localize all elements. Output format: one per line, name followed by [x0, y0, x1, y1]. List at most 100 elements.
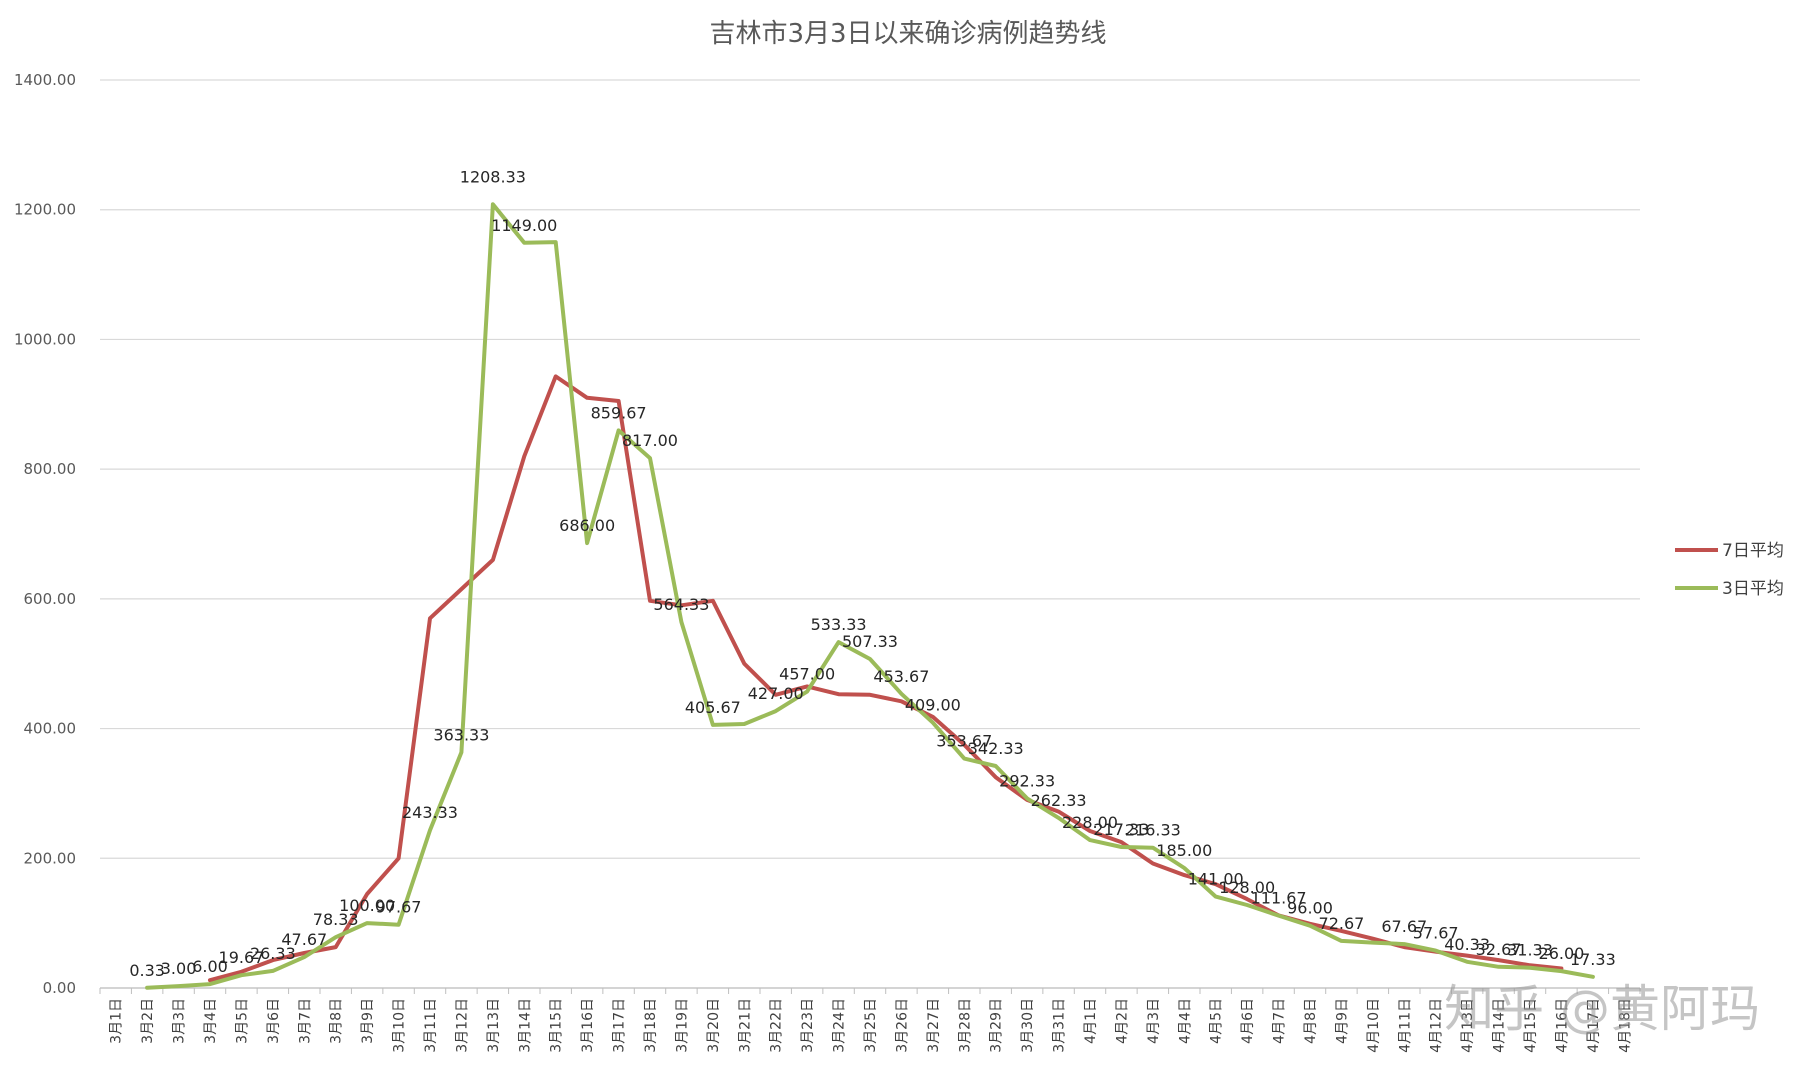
- data-label: 26.33: [250, 944, 296, 963]
- x-tick-label: 4月12日: [1429, 998, 1445, 1053]
- series-line-1: [208, 374, 1564, 983]
- x-tick-label: 3月10日: [392, 998, 408, 1053]
- x-tick-label: 3月27日: [926, 998, 942, 1053]
- data-label: 292.33: [999, 771, 1055, 790]
- y-tick-label: 600.00: [24, 590, 77, 608]
- data-label: 427.00: [748, 684, 804, 703]
- x-tick-label: 4月14日: [1492, 998, 1508, 1053]
- x-tick-label: 4月2日: [1114, 998, 1130, 1044]
- data-label: 342.33: [968, 739, 1024, 758]
- data-label: 47.67: [281, 930, 327, 949]
- data-label: 6.00: [192, 957, 228, 976]
- x-tick-label: 3月6日: [266, 998, 282, 1044]
- x-tick-label: 3月4日: [203, 998, 219, 1044]
- data-label: 78.33: [313, 910, 359, 929]
- x-tick-label: 4月7日: [1272, 998, 1288, 1044]
- data-label: 507.33: [842, 632, 898, 651]
- y-tick-label: 800.00: [24, 460, 77, 478]
- x-tick-label: 3月2日: [140, 998, 156, 1044]
- x-tick-label: 3月29日: [989, 998, 1005, 1053]
- x-tick-label: 3月5日: [234, 998, 250, 1044]
- x-tick-label: 3月11日: [423, 998, 439, 1053]
- data-label: 97.67: [376, 898, 422, 917]
- x-tick-label: 4月1日: [1083, 998, 1099, 1044]
- x-tick-label: 4月15日: [1523, 998, 1539, 1053]
- data-label: 216.33: [1125, 821, 1181, 840]
- y-tick-label: 200.00: [24, 849, 77, 867]
- data-label: 26.00: [1539, 944, 1585, 963]
- x-tick-label: 4月3日: [1146, 998, 1162, 1044]
- x-tick-label: 3月15日: [549, 998, 565, 1053]
- x-tick-label: 4月9日: [1334, 998, 1350, 1044]
- legend-label-1: 7日平均: [1722, 541, 1784, 561]
- data-label: 453.67: [873, 667, 929, 686]
- x-tick-label: 3月12日: [454, 998, 470, 1053]
- data-label: 817.00: [622, 431, 678, 450]
- data-label: 3.00: [161, 959, 197, 978]
- y-tick-label: 1200.00: [14, 201, 76, 219]
- x-tick-label: 3月26日: [894, 998, 910, 1053]
- data-label: 217.33: [1093, 820, 1149, 839]
- data-label: 262.33: [1031, 791, 1087, 810]
- x-tick-label: 3月8日: [329, 998, 345, 1044]
- data-label: 457.00: [779, 665, 835, 684]
- x-tick-label: 4月16日: [1554, 998, 1570, 1053]
- data-label: 363.33: [433, 725, 489, 744]
- x-tick-label: 3月14日: [517, 998, 533, 1053]
- data-label: 31.33: [1507, 941, 1553, 960]
- series-line-2: [145, 202, 1595, 990]
- data-label: 243.33: [402, 803, 458, 822]
- x-tick-label: 3月31日: [1052, 998, 1068, 1053]
- x-tick-label: 3月18日: [643, 998, 659, 1053]
- x-tick-label: 3月21日: [737, 998, 753, 1053]
- data-label: 686.00: [559, 516, 615, 535]
- x-tick-label: 3月28日: [957, 998, 973, 1053]
- data-label: 72.67: [1319, 914, 1365, 933]
- data-label: 1208.33: [460, 167, 526, 186]
- chart-title: 吉林市3月3日以来确诊病例趋势线: [709, 19, 1106, 49]
- x-tick-label: 4月18日: [1617, 998, 1633, 1053]
- x-tick-label: 4月8日: [1303, 998, 1319, 1044]
- x-tick-label: 4月13日: [1460, 998, 1476, 1053]
- data-label: 57.67: [1413, 924, 1459, 943]
- data-label: 353.67: [936, 732, 992, 751]
- watermark-text: 知乎 @黄阿玛: [1444, 980, 1760, 1038]
- x-tick-label: 3月9日: [360, 998, 376, 1044]
- y-tick-label: 400.00: [24, 720, 77, 738]
- x-tick-label: 3月3日: [172, 998, 188, 1044]
- data-label: 128.00: [1219, 878, 1275, 897]
- data-label: 409.00: [905, 696, 961, 715]
- y-tick-label: 1400.00: [14, 71, 76, 89]
- data-label: 40.33: [1444, 935, 1490, 954]
- data-label: 564.33: [653, 595, 709, 614]
- x-tick-label: 3月20日: [706, 998, 722, 1053]
- data-label: 533.33: [811, 615, 867, 634]
- data-label: 185.00: [1156, 841, 1212, 860]
- x-tick-label: 3月24日: [832, 998, 848, 1053]
- x-tick-label: 4月17日: [1586, 998, 1602, 1053]
- x-tick-label: 3月16日: [580, 998, 596, 1053]
- data-label: 228.00: [1062, 813, 1118, 832]
- x-tick-label: 3月25日: [863, 998, 879, 1053]
- x-tick-label: 3月13日: [486, 998, 502, 1053]
- x-tick-label: 3月19日: [674, 998, 690, 1053]
- data-label: 17.33: [1570, 950, 1616, 969]
- data-label: 859.67: [591, 403, 647, 422]
- x-tick-label: 3月23日: [800, 998, 816, 1053]
- data-label: 111.67: [1251, 889, 1307, 908]
- x-tick-label: 4月6日: [1240, 998, 1256, 1044]
- x-tick-label: 3月22日: [769, 998, 785, 1053]
- x-tick-label: 3月1日: [109, 998, 125, 1044]
- x-tick-label: 4月11日: [1397, 998, 1413, 1053]
- x-tick-label: 4月10日: [1366, 998, 1382, 1053]
- x-tick-label: 3月7日: [297, 998, 313, 1044]
- x-tick-label: 3月17日: [612, 998, 628, 1053]
- data-label: 141.00: [1188, 870, 1244, 889]
- y-tick-label: 1000.00: [14, 330, 76, 348]
- y-tick-label: 0.00: [43, 979, 76, 997]
- x-tick-label: 4月5日: [1209, 998, 1225, 1044]
- data-label: 405.67: [685, 698, 741, 717]
- data-label: 67.67: [1381, 917, 1427, 936]
